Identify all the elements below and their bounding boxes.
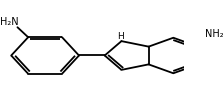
Text: NH₂: NH₂ xyxy=(205,29,223,39)
Text: H: H xyxy=(117,32,124,41)
Text: H₂N: H₂N xyxy=(0,17,19,27)
